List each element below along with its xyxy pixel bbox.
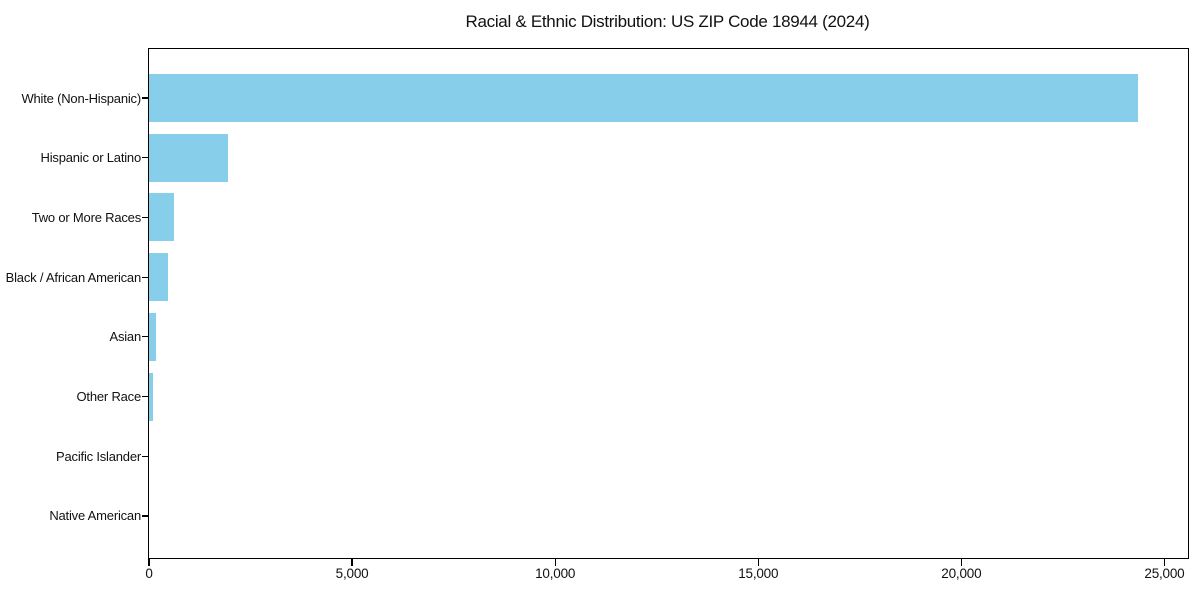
bar-other-race bbox=[149, 372, 154, 421]
x-tick-label-10,000: 10,000 bbox=[535, 566, 576, 581]
bar-two-or-more-races bbox=[149, 193, 174, 242]
y-tick-mark-pacific-islander bbox=[142, 455, 149, 457]
plot-area: White (Non-Hispanic) Hispanic or Latino Tw… bbox=[6, 48, 1189, 581]
y-tick-mark-black-african-american bbox=[142, 276, 149, 278]
bar-asian bbox=[149, 312, 156, 361]
bar-hispanic-or-latino bbox=[149, 133, 229, 182]
y-tick-mark-two-or-more-races bbox=[142, 216, 149, 218]
bar-white-non-hispanic bbox=[149, 74, 1139, 122]
y-tick-mark-native-american bbox=[142, 515, 149, 517]
y-tick-label-native-american: Native American bbox=[49, 508, 141, 524]
x-tick-label-0: 0 bbox=[145, 566, 153, 581]
y-tick-mark-other-race bbox=[142, 395, 149, 398]
y-tick-mark-hispanic-or-latino bbox=[142, 157, 149, 159]
x-tick-mark-0 bbox=[148, 559, 150, 566]
x-tick-mark-20,000 bbox=[960, 559, 962, 566]
y-tick-label-asian: Asian bbox=[109, 329, 141, 345]
y-tick-label-other-race: Other Race bbox=[76, 389, 142, 405]
y-tick-mark-asian bbox=[142, 336, 149, 338]
y-tick-label-black-african-american: Black / African American bbox=[5, 269, 142, 285]
y-tick-mark-white-non-hispanic bbox=[142, 97, 149, 99]
x-tick-label-15,000: 15,000 bbox=[738, 566, 779, 581]
y-tick-label-white-non-hispanic: White (Non-Hispanic) bbox=[21, 90, 141, 106]
x-tick-mark-5,000 bbox=[351, 559, 353, 566]
y-tick-label-hispanic-or-latino: Hispanic or Latino bbox=[40, 150, 142, 166]
x-tick-mark-10,000 bbox=[554, 559, 556, 566]
bar-black-african-american bbox=[149, 253, 169, 302]
y-tick-label-pacific-islander: Pacific Islander bbox=[56, 448, 141, 464]
y-tick-label-two-or-more-races: Two or More Races bbox=[31, 209, 142, 225]
x-tick-mark-25,000 bbox=[1163, 559, 1166, 566]
x-tick-mark-15,000 bbox=[757, 559, 759, 566]
chart-title: Racial & Ethnic Distribution: US ZIP Cod… bbox=[465, 12, 870, 31]
x-tick-label-20,000: 20,000 bbox=[941, 566, 982, 581]
x-tick-label-25,000: 25,000 bbox=[1144, 566, 1185, 581]
x-tick-label-5,000: 5,000 bbox=[335, 566, 369, 581]
